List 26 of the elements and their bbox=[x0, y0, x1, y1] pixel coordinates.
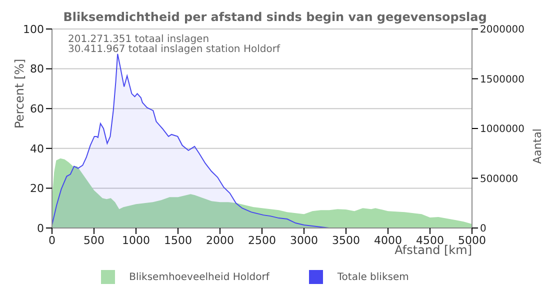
x-tick-label: 3500 bbox=[332, 234, 360, 247]
chart-title: Bliksemdichtheid per afstand sinds begin van gegevensopslag bbox=[62, 10, 488, 24]
y-axis-title: Percent [%] bbox=[12, 58, 26, 128]
x-tick-label: 1000 bbox=[122, 234, 150, 247]
y-tick-label: 20 bbox=[30, 182, 44, 196]
y2-tick-label: 2000000 bbox=[480, 24, 525, 36]
x-tick-label: 1500 bbox=[164, 234, 192, 247]
y2-tick-label: 1500000 bbox=[480, 74, 525, 86]
y-tick-label: 60 bbox=[30, 102, 44, 116]
y-tick-label: 40 bbox=[30, 142, 44, 156]
legend-label: Bliksemhoeveelheid Holdorf bbox=[129, 272, 270, 283]
x-tick-label: 2000 bbox=[206, 234, 234, 247]
y2-axis-title: Aantal bbox=[530, 128, 544, 164]
y2-tick-label: 500000 bbox=[480, 174, 518, 185]
y-tick-label: 100 bbox=[23, 22, 44, 36]
y2-tick-label: 0 bbox=[480, 224, 486, 235]
x-tick-label: 3000 bbox=[290, 234, 318, 247]
annotation: 30.411.967 totaal inslagen station Holdorf bbox=[68, 44, 280, 55]
x-tick-label: 0 bbox=[48, 234, 56, 247]
y2-tick-label: 1000000 bbox=[480, 124, 525, 136]
annotation: 201.271.351 totaal inslagen bbox=[68, 34, 210, 45]
x-tick-label: 500 bbox=[84, 234, 104, 247]
y-tick-label: 80 bbox=[30, 62, 44, 76]
legend-label: Totale bliksem bbox=[337, 272, 409, 283]
x-tick-label: 2500 bbox=[248, 234, 276, 247]
y-tick-label: 0 bbox=[37, 222, 44, 235]
